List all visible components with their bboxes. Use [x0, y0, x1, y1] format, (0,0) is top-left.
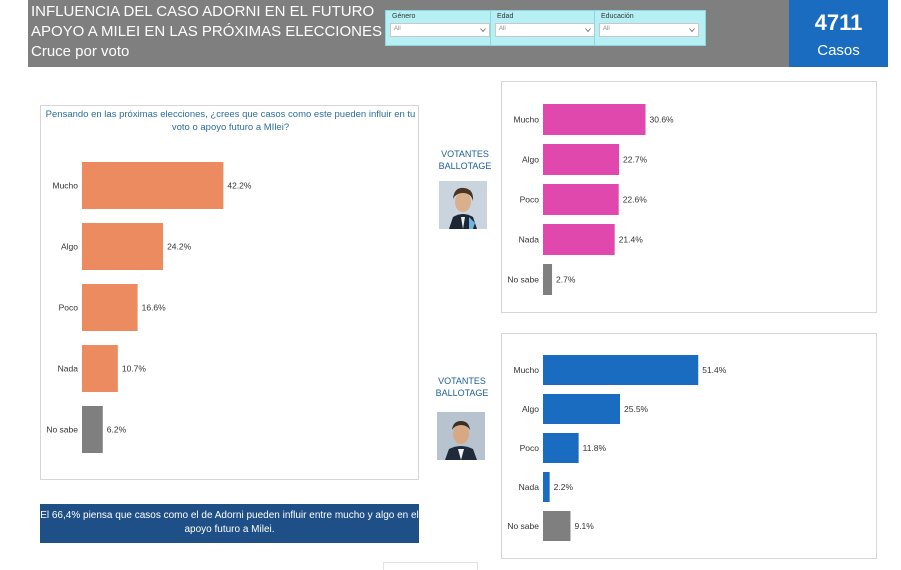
data-label: 16.6% — [142, 303, 167, 313]
bar[interactable] — [82, 162, 224, 209]
candidate-photo-icon — [439, 181, 487, 229]
overall-bar-chart: Mucho 42.2% Algo 24.2% Poco 16.6% Nada 10.7% No … — [46, 162, 252, 453]
data-label: 24.2% — [167, 242, 192, 252]
data-label: 51.4% — [702, 365, 727, 375]
category-label: Poco — [520, 195, 540, 205]
page-tab[interactable] — [383, 562, 478, 570]
filter-educacion-dropdown[interactable]: All — [599, 23, 699, 37]
bar[interactable] — [82, 223, 164, 270]
bar[interactable] — [543, 511, 571, 541]
ballotage-label-text: VOTANTES BALLOTAGE — [435, 376, 489, 398]
bar[interactable] — [543, 264, 553, 295]
category-label: No sabe — [507, 521, 539, 531]
filter-genero: Género All — [385, 10, 497, 46]
cases-card: 4711 Casos — [789, 0, 888, 67]
category-label: Algo — [522, 404, 539, 414]
data-label: 2.7% — [556, 275, 576, 285]
data-label: 2.2% — [554, 482, 574, 492]
category-label: Poco — [59, 303, 79, 313]
filter-educacion: Educación All — [594, 10, 706, 46]
bar[interactable] — [543, 355, 699, 385]
data-label: 30.6% — [650, 115, 675, 125]
data-label: 22.7% — [623, 155, 648, 165]
data-label: 42.2% — [227, 181, 252, 191]
category-label: Nada — [519, 482, 540, 492]
avatar-milei — [439, 181, 487, 229]
cases-label: Casos — [817, 42, 860, 59]
filter-label: Género — [392, 13, 416, 20]
filter-edad-dropdown[interactable]: All — [495, 23, 595, 37]
filter-value: All — [394, 26, 401, 32]
bar[interactable] — [543, 224, 615, 255]
data-label: 11.8% — [583, 443, 607, 453]
cases-count: 4711 — [814, 10, 863, 35]
milei-voters-bar-chart: Mucho 30.6% Algo 22.7% Poco 22.6% Nada 21.4% No … — [507, 104, 675, 295]
filter-label: Edad — [497, 13, 514, 20]
category-label: Algo — [522, 155, 539, 165]
page-subtitle: Cruce por voto — [31, 43, 130, 60]
page-title-line-1: INFLUENCIA DEL CASO ADORNI EN EL FUTURO — [31, 3, 375, 20]
bar[interactable] — [543, 472, 550, 502]
bar[interactable] — [543, 394, 621, 424]
category-label: Poco — [520, 443, 540, 453]
filter-label: Educación — [601, 13, 634, 20]
category-label: Nada — [58, 364, 79, 374]
category-label: No sabe — [507, 275, 539, 285]
category-label: Mucho — [52, 181, 78, 191]
chevron-down-icon — [585, 28, 591, 33]
category-label: No sabe — [46, 425, 78, 435]
page-title-line-2: APOYO A MILEI EN LAS PRÓXIMAS ELECCIONES — [31, 23, 382, 40]
bar[interactable] — [82, 406, 103, 453]
filter-value: All — [603, 26, 610, 32]
data-label: 25.5% — [624, 404, 649, 414]
avatar-massa — [437, 412, 485, 460]
filter-value: All — [499, 26, 506, 32]
filter-edad: Edad All — [490, 10, 602, 46]
data-label: 6.2% — [107, 425, 127, 435]
data-label: 21.4% — [619, 235, 644, 245]
data-label: 9.1% — [574, 521, 594, 531]
ballotage-label-milei: VOTANTES BALLOTAGE — [430, 148, 500, 172]
category-label: Algo — [61, 242, 78, 252]
chart-question: Pensando en las próximas elecciones, ¿cr… — [45, 109, 416, 133]
bar[interactable] — [82, 345, 118, 392]
summary-note: El 66,4% piensa que casos como el de Ado… — [40, 504, 419, 543]
bar[interactable] — [82, 284, 138, 331]
ballotage-label-massa: VOTANTES BALLOTAGE — [427, 375, 497, 399]
bar[interactable] — [543, 184, 619, 215]
category-label: Nada — [519, 235, 540, 245]
data-label: 22.6% — [623, 195, 648, 205]
chevron-down-icon — [480, 28, 486, 33]
data-label: 10.7% — [122, 364, 147, 374]
category-label: Mucho — [513, 365, 539, 375]
candidate-photo-icon — [437, 412, 485, 460]
bar[interactable] — [543, 104, 646, 135]
category-label: Mucho — [513, 115, 539, 125]
bar[interactable] — [543, 144, 620, 175]
massa-voters-bar-chart: Mucho 51.4% Algo 25.5% Poco 11.8% Nada 2.2% No s… — [507, 355, 727, 541]
ballotage-label-text: VOTANTES BALLOTAGE — [438, 149, 492, 171]
bar[interactable] — [543, 433, 579, 463]
chevron-down-icon — [689, 28, 695, 33]
filter-genero-dropdown[interactable]: All — [390, 23, 490, 37]
